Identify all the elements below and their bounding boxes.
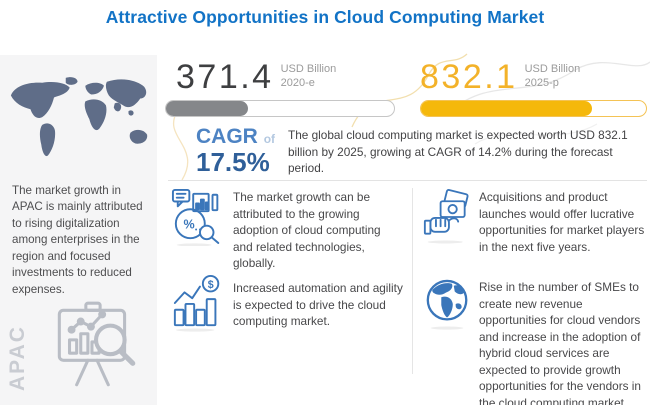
stat-2020-unit: USD Billion (280, 63, 337, 75)
market-summary-text: The global cloud computing market is exp… (288, 128, 628, 176)
market-analysis-icon: % (171, 186, 227, 247)
stat-2020: 371.4 USD Billion 2020-e (176, 60, 336, 94)
stat-2025-meta: USD Billion 2025-p (525, 60, 581, 91)
stat-2020-period: 2020-e (280, 76, 315, 89)
insight-text-3: Acquisitions and product launches would … (479, 190, 645, 254)
cagr-label-line: CAGR of (196, 125, 291, 148)
stat-2025-period: 2025-p (524, 76, 559, 89)
stat-2020-value: 371.4 (176, 58, 274, 96)
cash-hand-icon (423, 188, 473, 246)
cagr-connector: of (263, 132, 276, 146)
presentation-analysis-icon (43, 299, 145, 391)
insight-text-4: Rise in the number of SMEs to create new… (479, 280, 641, 405)
world-map-icon (5, 71, 152, 171)
apac-region-label: APAC (6, 325, 29, 391)
svg-text:$: $ (208, 279, 214, 291)
apac-note-text: The market growth in APAC is mainly attr… (12, 184, 143, 296)
horizontal-divider (168, 180, 647, 181)
progress-track-2020 (165, 100, 395, 117)
growth-bars-icon: $ (171, 274, 227, 332)
cagr-block: CAGR of 17.5% (196, 125, 291, 178)
stat-2025-value: 832.1 (420, 58, 518, 96)
apac-sidebar: The market growth in APAC is mainly attr… (0, 55, 157, 405)
progress-fill-2025 (421, 101, 592, 116)
page-title: Attractive Opportunities in Cloud Comput… (105, 7, 545, 27)
stat-2020-meta: USD Billion 2020-e (281, 60, 337, 91)
cagr-label: CAGR (196, 125, 258, 148)
cagr-value: 17.5% (196, 147, 270, 178)
insight-text-2: Increased automation and agility is expe… (233, 281, 403, 329)
vertical-divider (412, 188, 413, 374)
stat-2025-unit: USD Billion (524, 63, 581, 75)
insight-text-1: The market growth can be attributed to t… (233, 190, 381, 271)
globe-icon (423, 277, 473, 331)
svg-text:%: % (184, 218, 195, 232)
stat-2025: 832.1 USD Billion 2025-p (420, 60, 580, 94)
progress-fill-2020 (166, 101, 249, 116)
progress-track-2025 (420, 100, 647, 117)
